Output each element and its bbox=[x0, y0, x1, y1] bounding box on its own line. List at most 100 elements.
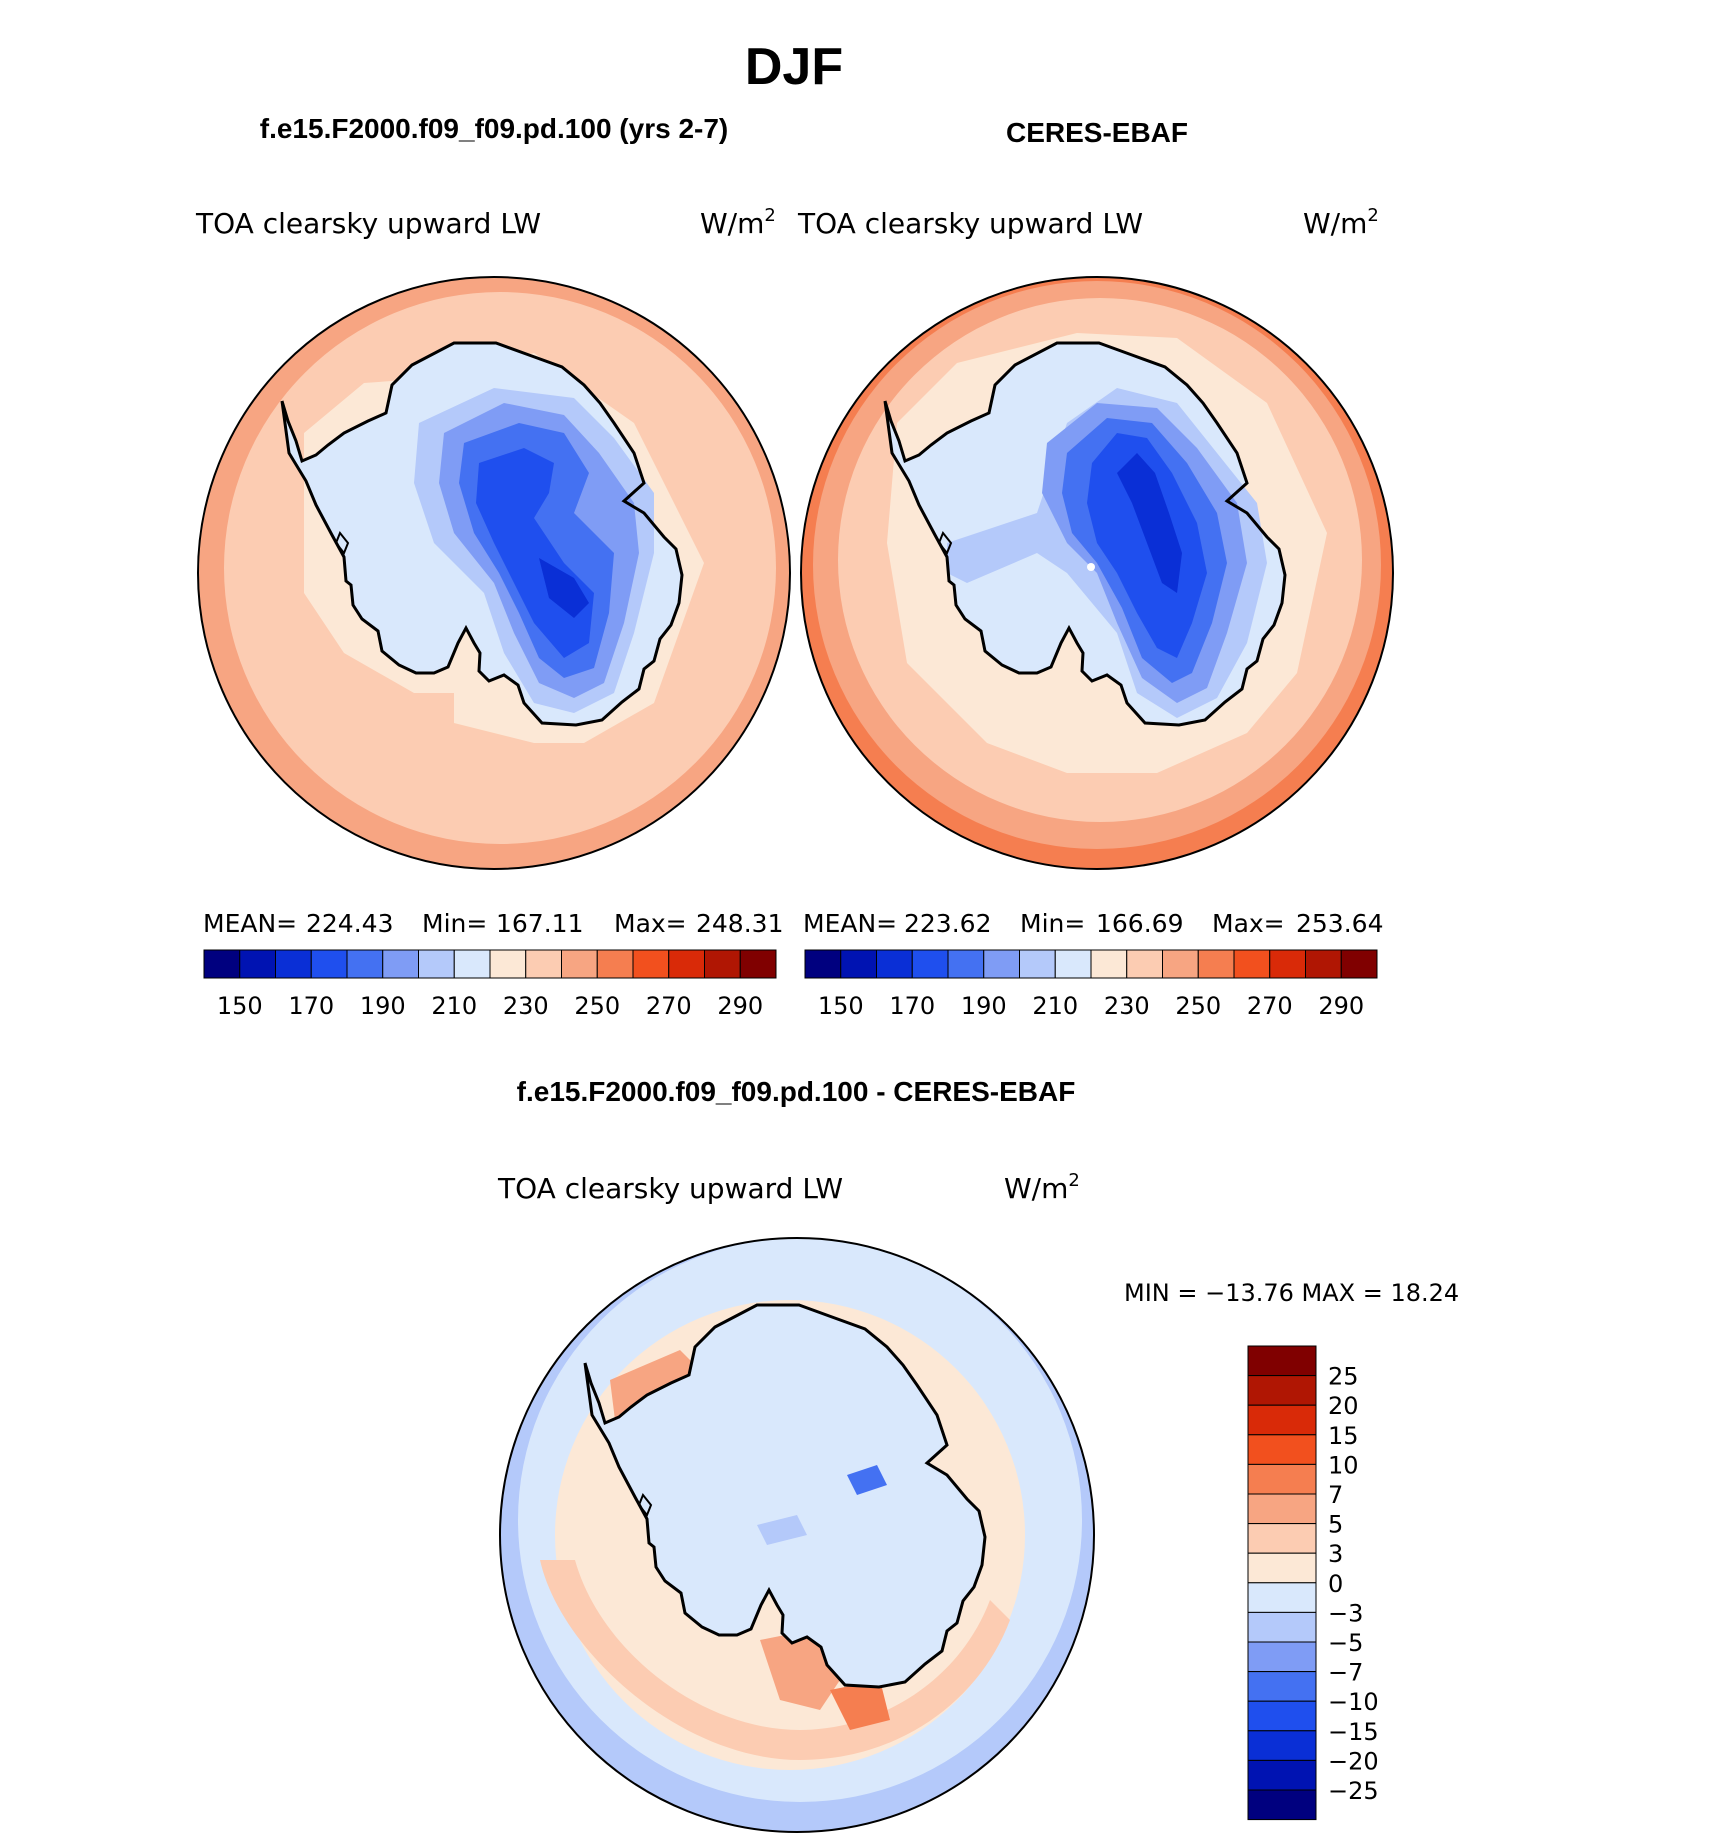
map-field-170 bbox=[539, 558, 589, 618]
min-value: 167.11 bbox=[496, 909, 583, 938]
panel-model-case-title: f.e15.F2000.f09_f09.pd.100 (yrs 2-7) bbox=[260, 113, 728, 144]
mean-label: MEAN= bbox=[203, 909, 297, 938]
colorbar-swatch bbox=[310, 949, 348, 979]
panel-model-stats: MEAN= 224.43 Min= 167.11 Max= 248.31 bbox=[203, 909, 783, 938]
colorbar-tick-label: 250 bbox=[574, 992, 620, 1020]
panel-diff: f.e15.F2000.f09_f09.pd.100 - CERES-EBAF … bbox=[497, 1076, 1459, 1833]
colorbar-tick-label: 170 bbox=[288, 992, 334, 1020]
colorbar-swatch bbox=[1247, 1759, 1317, 1791]
colorbar-swatch bbox=[489, 949, 527, 979]
panel-diff-map-border bbox=[499, 1237, 1095, 1833]
colorbar-tick-label: 210 bbox=[431, 992, 477, 1020]
colorbar-swatch bbox=[704, 949, 741, 979]
colorbar-tick-label: 10 bbox=[1328, 1451, 1359, 1479]
colorbar-swatch bbox=[346, 949, 384, 979]
colorbar-tick-label: 7 bbox=[1328, 1481, 1343, 1509]
colorbar-tick-label: 290 bbox=[717, 992, 763, 1020]
map-field-pos10b bbox=[830, 1680, 890, 1730]
colorbar-tick-label: 170 bbox=[889, 992, 935, 1020]
colorbar-tick-label: −7 bbox=[1328, 1659, 1363, 1687]
coastline-island bbox=[937, 531, 953, 555]
panel-obs-map-border bbox=[800, 276, 1394, 870]
colorbar-swatch bbox=[1197, 949, 1235, 979]
colorbar-tick-label: 0 bbox=[1328, 1570, 1343, 1598]
colorbar-swatch bbox=[382, 949, 419, 979]
colorbar-swatch bbox=[1019, 949, 1056, 979]
panel-model: f.e15.F2000.f09_f09.pd.100 (yrs 2-7) TOA… bbox=[195, 113, 791, 1020]
colorbar-tick-label: 270 bbox=[646, 992, 692, 1020]
colorbar-tick-label: 230 bbox=[1104, 992, 1150, 1020]
colorbar-tick-label: 150 bbox=[217, 992, 263, 1020]
colorbar-tick-label: −20 bbox=[1328, 1747, 1379, 1775]
colorbar-swatch bbox=[911, 949, 949, 979]
colorbar-swatch bbox=[1247, 1404, 1317, 1436]
colorbar-swatch bbox=[1247, 1730, 1317, 1761]
colorbar-tick-label: 230 bbox=[503, 992, 549, 1020]
colorbar-tick-label: −3 bbox=[1328, 1599, 1363, 1627]
panel-model-units: W/m2 bbox=[700, 205, 776, 240]
colorbar-swatch bbox=[1305, 949, 1342, 979]
colorbar-tick-label: −25 bbox=[1328, 1777, 1379, 1805]
colorbar-swatch bbox=[275, 949, 312, 979]
colorbar-swatch bbox=[525, 949, 562, 979]
colorbar-swatch bbox=[1269, 949, 1306, 979]
colorbar-tick-label: 150 bbox=[818, 992, 864, 1020]
panel-diff-variable: TOA clearsky upward LW bbox=[497, 1172, 843, 1205]
colorbar-swatch bbox=[1126, 949, 1163, 979]
panel-obs-stats: MEAN= 223.62 Min= 166.69 Max= 253.64 bbox=[803, 909, 1383, 938]
max-value: 248.31 bbox=[696, 909, 783, 938]
colorbar-swatch bbox=[1247, 1641, 1317, 1673]
colorbar-swatch bbox=[983, 949, 1020, 979]
colorbar-tick-label: 250 bbox=[1175, 992, 1221, 1020]
mean-value: 224.43 bbox=[306, 909, 393, 938]
min-value: 166.69 bbox=[1096, 909, 1183, 938]
panel-obs-variable: TOA clearsky upward LW bbox=[797, 207, 1143, 240]
colorbar-swatch bbox=[203, 949, 241, 979]
colorbar-tick-label: −15 bbox=[1328, 1718, 1379, 1746]
colorbar-swatch bbox=[239, 949, 276, 979]
mean-label: MEAN= bbox=[803, 909, 897, 938]
colorbar-swatch bbox=[804, 949, 842, 979]
colorbar-tick-label: 290 bbox=[1318, 992, 1364, 1020]
map-field-pos7b bbox=[760, 1630, 840, 1710]
map-field-neg10 bbox=[847, 1465, 887, 1495]
page-title: DJF bbox=[745, 38, 843, 96]
colorbar-swatch bbox=[1247, 1345, 1317, 1377]
colorbar-swatch bbox=[1233, 949, 1271, 979]
colorbar-swatch bbox=[1247, 1671, 1317, 1702]
panel-obs-case-title: CERES-EBAF bbox=[1006, 117, 1188, 148]
colorbar-swatch bbox=[1247, 1375, 1317, 1406]
map-field-180 bbox=[1087, 433, 1207, 658]
max-label: Max= bbox=[1212, 909, 1285, 938]
coastline-island bbox=[637, 1493, 653, 1517]
panel-obs: CERES-EBAF TOA clearsky upward LW W/m2 bbox=[797, 117, 1394, 1020]
colorbar-swatch bbox=[453, 949, 491, 979]
map-field-neg5-inland bbox=[757, 1515, 807, 1545]
colorbar-tick-label: 190 bbox=[961, 992, 1007, 1020]
colorbar-swatch bbox=[561, 949, 598, 979]
colorbar-tick-label: 25 bbox=[1328, 1363, 1359, 1391]
colorbar-swatch bbox=[632, 949, 670, 979]
panel-model-variable: TOA clearsky upward LW bbox=[195, 207, 541, 240]
colorbar-swatch bbox=[739, 949, 777, 979]
colorbar-tick-label: 3 bbox=[1328, 1540, 1343, 1568]
colorbar-tick-label: 190 bbox=[360, 992, 406, 1020]
max-label: Max= bbox=[614, 909, 687, 938]
min-label: Min= bbox=[1020, 909, 1085, 938]
mean-value: 223.62 bbox=[904, 909, 991, 938]
colorbar-swatch bbox=[596, 949, 634, 979]
colorbar-swatch bbox=[1247, 1582, 1317, 1613]
colorbar-tick-label: −5 bbox=[1328, 1629, 1363, 1657]
panel-diff-case-title: f.e15.F2000.f09_f09.pd.100 - CERES-EBAF bbox=[517, 1076, 1076, 1107]
coastline-island bbox=[334, 531, 350, 555]
panel-model-map-border bbox=[197, 276, 791, 870]
colorbar-swatch bbox=[1247, 1493, 1317, 1525]
colorbar-swatch bbox=[1090, 949, 1128, 979]
pole-point bbox=[1087, 563, 1095, 571]
panel-obs-units: W/m2 bbox=[1303, 205, 1379, 240]
colorbar-swatch bbox=[1054, 949, 1092, 979]
colorbar-tick-label: 270 bbox=[1247, 992, 1293, 1020]
colorbar-tick-label: −10 bbox=[1328, 1688, 1379, 1716]
